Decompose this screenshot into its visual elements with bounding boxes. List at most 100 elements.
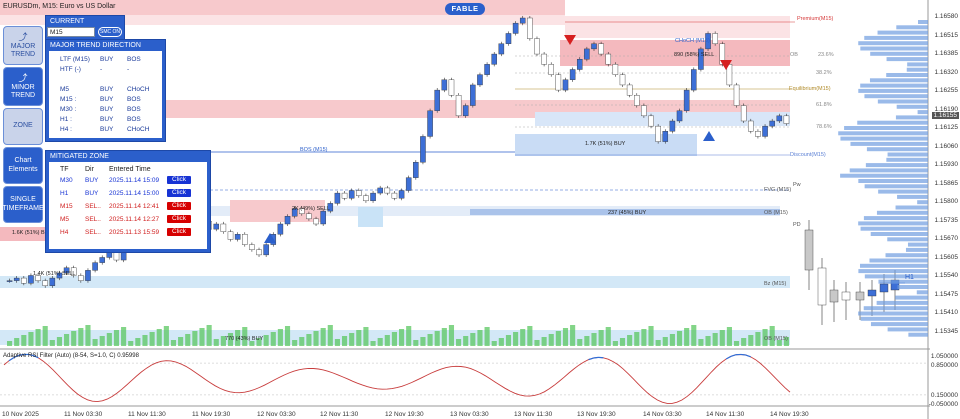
volume-bar <box>327 325 333 346</box>
mitigated-cell: 2025.11.14 12:41 <box>109 203 160 210</box>
mitigated-header-row: TF Dir Entered Time <box>60 165 204 175</box>
volume-profile-bar <box>857 120 928 125</box>
candle-body <box>363 195 369 202</box>
mitigated-cell: BUY <box>85 190 99 197</box>
candle-body <box>641 105 647 117</box>
mitigated-cell: M15 <box>60 203 73 210</box>
volume-bar <box>505 335 512 346</box>
volume-bar <box>313 331 319 346</box>
zone-click-button[interactable]: Click <box>167 215 191 223</box>
volume-profile-bar <box>863 306 928 311</box>
single-timeframe-button[interactable]: SINGLE TIMEFRAME <box>2 186 44 223</box>
candle-body <box>591 43 597 50</box>
time-tick-label: 11 Nov 03:30 <box>64 411 103 418</box>
volume-profile-bar <box>897 194 928 199</box>
volume-profile-bar <box>858 221 928 226</box>
candle-body <box>470 84 476 106</box>
trend-row: M15 : BUY BOS <box>60 95 159 105</box>
indicator-high-segment <box>18 353 24 356</box>
htf-candle-body <box>804 229 814 271</box>
candle-body <box>748 120 754 132</box>
major-trend-panel-title: MAJOR TREND DIRECTION <box>50 42 141 49</box>
volume-profile-bar <box>886 73 928 77</box>
trend-cell: BUY <box>100 86 114 93</box>
volume-profile-bar <box>869 258 928 263</box>
candle-body <box>719 43 726 65</box>
volume-profile-bar <box>858 41 928 46</box>
volume-bar <box>256 338 262 346</box>
candle-body <box>484 64 490 75</box>
major-trend-button[interactable]: ⤴ MAJOR TREND <box>3 26 43 65</box>
indicator-high-segment <box>8 357 15 362</box>
volume-profile-bar <box>870 322 928 327</box>
candle-body <box>405 177 412 191</box>
indicator-high-segment <box>593 356 599 359</box>
volume-bar <box>220 336 226 346</box>
volume-bar <box>748 335 754 346</box>
volume-bar <box>591 333 597 346</box>
indicator-level-label: -0.050000 <box>928 401 958 408</box>
candle-body <box>384 187 391 194</box>
minor-trend-button[interactable]: ⤴ MINOR TREND <box>3 67 43 106</box>
volume-profile-bar <box>840 136 928 141</box>
trend-cell: CHoCH <box>127 86 150 93</box>
mitigated-cell: SEL.. <box>85 203 101 210</box>
timeframe-select[interactable]: M15 <box>47 27 95 37</box>
candle-body <box>505 33 512 44</box>
volume-profile-bar <box>886 57 928 62</box>
volume-profile-bar <box>887 237 928 242</box>
zone-click-button[interactable]: Click <box>167 202 191 210</box>
volume-bar <box>299 337 305 346</box>
candle-body <box>712 33 718 44</box>
candle-body <box>334 192 341 204</box>
trend-cell: H4 : <box>60 126 72 133</box>
mitigated-cell: 2025.11.14 12:27 <box>109 216 160 223</box>
volume-bar <box>584 336 590 346</box>
pw-label: Pw <box>793 182 801 188</box>
zone-label-sell-2: 2K (49%) SELL <box>292 206 330 212</box>
time-tick-label: 13 Nov 11:30 <box>514 411 553 418</box>
volume-bar <box>498 338 504 346</box>
candle-body <box>462 105 469 117</box>
time-tick-label: 11 Nov 11:30 <box>128 411 166 418</box>
volume-bar <box>178 337 184 346</box>
time-tick-label: 12 Nov 03:30 <box>257 411 296 418</box>
candle-body <box>106 252 113 258</box>
volume-bar <box>776 340 782 346</box>
volume-bar <box>7 341 13 346</box>
buy-marker-icon <box>703 131 715 141</box>
trend-row: H4 : BUY CHoCH <box>60 125 159 135</box>
volume-bar <box>562 328 569 346</box>
volume-bar <box>698 339 704 346</box>
price-tick-label: 1.15800 <box>934 198 959 205</box>
volume-profile-bar <box>895 295 928 300</box>
candle-body <box>92 262 98 271</box>
volume-bar <box>555 331 561 346</box>
zone-click-button[interactable]: Click <box>167 228 191 236</box>
price-tick-label: 1.15540 <box>934 272 959 279</box>
volume-bar <box>235 330 241 346</box>
zone-button[interactable]: ZONE <box>3 108 43 145</box>
zone-click-button[interactable]: Click <box>167 189 191 197</box>
chart-elements-button[interactable]: Chart Elements <box>3 147 43 184</box>
htf-candle-body <box>867 289 877 297</box>
fable-badge[interactable]: FABLE <box>445 3 485 15</box>
volume-bar <box>441 328 447 346</box>
major-trend-panel: MAJOR TREND DIRECTION LTF (M15) BUY BOS HTF… <box>45 39 166 142</box>
candle-body <box>220 223 227 232</box>
volume-profile-bar <box>864 274 928 279</box>
mitigated-header-cell <box>167 165 195 175</box>
candle-body <box>370 192 376 202</box>
volume-bar <box>56 337 63 346</box>
volume-bar <box>434 331 440 346</box>
zone-click-button[interactable]: Click <box>167 176 191 184</box>
candle-body <box>42 280 48 286</box>
smc-toggle-button[interactable]: SMC ON <box>98 27 122 37</box>
volume-bar <box>21 335 27 346</box>
volume-bar <box>391 332 397 346</box>
indicator-high-segment <box>588 357 594 361</box>
volume-profile-bar <box>886 157 928 162</box>
candle-body <box>655 125 661 142</box>
